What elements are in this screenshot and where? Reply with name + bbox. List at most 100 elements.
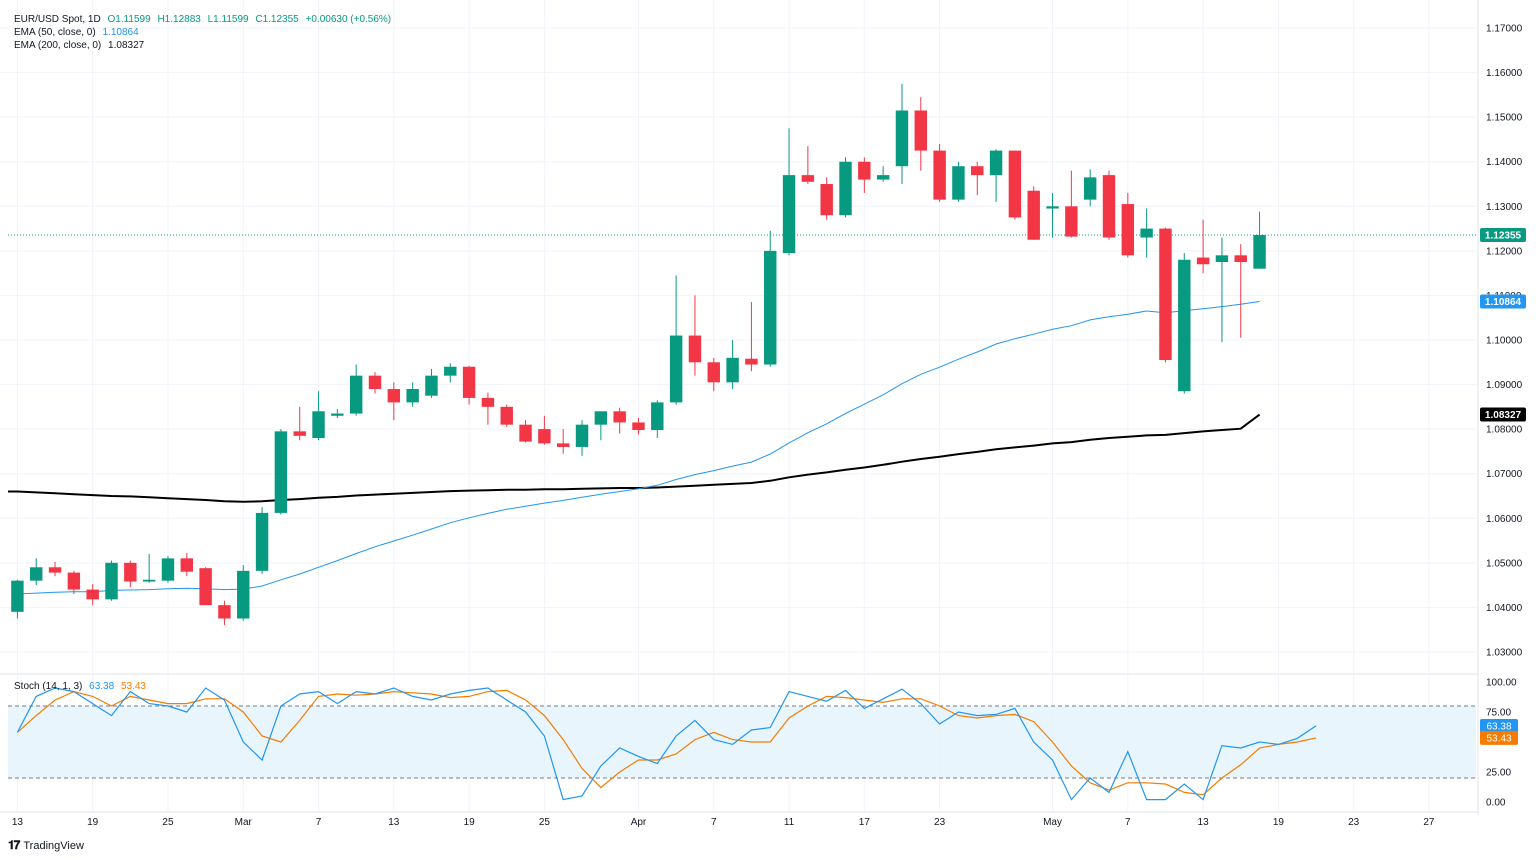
price-badge (1480, 228, 1526, 243)
candle-down (1234, 255, 1247, 263)
tradingview-icon: 𝟏𝟕 (8, 838, 20, 852)
candle-down (688, 335, 702, 363)
candle-down (801, 175, 815, 182)
candle-down (1159, 228, 1172, 361)
candle-up (11, 580, 24, 612)
price-badge (1480, 294, 1526, 309)
ema50-legend[interactable]: EMA (50, close, 0) 1.10864 (14, 26, 143, 39)
candle-down (1027, 190, 1040, 240)
candle-up (669, 335, 683, 403)
grid-lines (0, 0, 1479, 815)
candle-down (707, 362, 720, 383)
stochastic-band (8, 705, 1476, 779)
candle-up (331, 413, 344, 416)
candle-down (86, 589, 99, 600)
price-badge-label: 1.08327 (1485, 410, 1522, 421)
candle-down (933, 150, 946, 200)
time-tick-label: 25 (162, 817, 174, 828)
candle-down (1008, 150, 1022, 218)
tradingview-logo[interactable]: 𝟏𝟕 TradingView (8, 838, 84, 853)
stoch-badge (1480, 718, 1518, 733)
price-tick-label: 1.17000 (1486, 24, 1523, 35)
candle-down (368, 375, 382, 390)
time-tick-label: May (1043, 817, 1062, 828)
candle-up (989, 150, 1003, 176)
axes: 1.17000 1.16000 1.15000 1.14000 1.13000 1.120… (12, 24, 1526, 828)
candle-up (1083, 177, 1097, 200)
candle-down (914, 110, 928, 151)
stoch-band-fill (8, 706, 1476, 778)
candle-up (237, 570, 250, 619)
price-tick-label: 1.09000 (1486, 380, 1523, 391)
candle-down (124, 562, 137, 582)
price-tick-label: 1.10000 (1486, 336, 1523, 347)
candle-down (1196, 257, 1210, 265)
candle-down (971, 166, 984, 176)
time-tick-label: 19 (464, 817, 476, 828)
candle-up (1046, 206, 1059, 209)
candle-up (764, 250, 777, 365)
low-value: L1.11599 (207, 14, 249, 25)
candle-up (782, 175, 796, 254)
candle-down (293, 431, 306, 436)
candle-up (1140, 228, 1153, 238)
stoch-k-value: 63.38 (89, 681, 115, 692)
candle-down (218, 605, 231, 619)
price-tick-label: 1.12000 (1486, 246, 1523, 257)
candle-down (48, 567, 62, 573)
ema-lines (8, 234, 1478, 595)
candle-up (161, 558, 175, 581)
candle-up (274, 431, 288, 513)
candle-up (895, 110, 909, 167)
candle-up (1253, 235, 1266, 269)
stoch-badge-label: 53.43 (1486, 733, 1511, 744)
time-tick-label: Apr (631, 817, 647, 828)
time-tick-label: 17 (859, 817, 871, 828)
candle-down (500, 406, 513, 425)
candle-down (858, 161, 871, 180)
time-tick-label: 7 (316, 817, 322, 828)
candle-down (180, 558, 194, 572)
stoch-legend[interactable]: Stoch (14, 1, 3) 63.38 53.43 (14, 680, 150, 693)
time-tick-label: 23 (934, 817, 946, 828)
stoch-d-value: 53.43 (120, 681, 146, 692)
ema50-label: EMA (50, close, 0) (14, 27, 96, 38)
stoch-k-line (16, 687, 1317, 801)
stoch-badge-label: 63.38 (1486, 721, 1511, 732)
candle-up (594, 411, 608, 425)
candle-up (142, 579, 156, 582)
stoch-badge (1480, 730, 1518, 745)
ema200-line (8, 413, 1261, 503)
ema50-line (17, 301, 1260, 595)
price-tick-label: 1.08000 (1486, 425, 1523, 436)
candle-up (105, 562, 118, 600)
price-tick-label: 1.16000 (1486, 68, 1523, 79)
stoch-label: Stoch (14, 1, 3) (14, 681, 83, 692)
time-tick-label: 27 (1423, 817, 1435, 828)
change-value: +0.00630 (+0.56%) (305, 14, 392, 25)
candle-up (30, 567, 43, 581)
price-badge-label: 1.10864 (1485, 297, 1522, 308)
stoch-tick-label: 75.00 (1486, 708, 1511, 719)
time-tick-label: 23 (1348, 817, 1360, 828)
time-tick-label: 11 (784, 817, 795, 828)
price-tick-label: 1.14000 (1486, 157, 1523, 168)
price-badge-label: 1.12355 (1485, 231, 1522, 242)
ema200-legend[interactable]: EMA (200, close, 0) 1.08327 (14, 39, 148, 52)
open-value: O1.11599 (107, 14, 151, 25)
candle-up (876, 175, 890, 180)
time-tick-label: Mar (235, 817, 253, 828)
stoch-d-line (17, 689, 1317, 796)
price-tick-label: 1.13000 (1486, 202, 1523, 213)
close-value: C1.12355 (255, 14, 299, 25)
ema200-label: EMA (200, close, 0) (14, 40, 102, 51)
candle-up (952, 166, 965, 200)
time-tick-label: 19 (1273, 817, 1285, 828)
candle-down (67, 572, 81, 590)
price-tick-label: 1.06000 (1486, 514, 1523, 525)
stochastic-lines (16, 687, 1317, 801)
price-legend[interactable]: EUR/USD Spot, 1D O1.11599 H1.12883 L1.11… (14, 13, 395, 26)
candle-down (556, 443, 570, 447)
candle-up (349, 375, 363, 414)
